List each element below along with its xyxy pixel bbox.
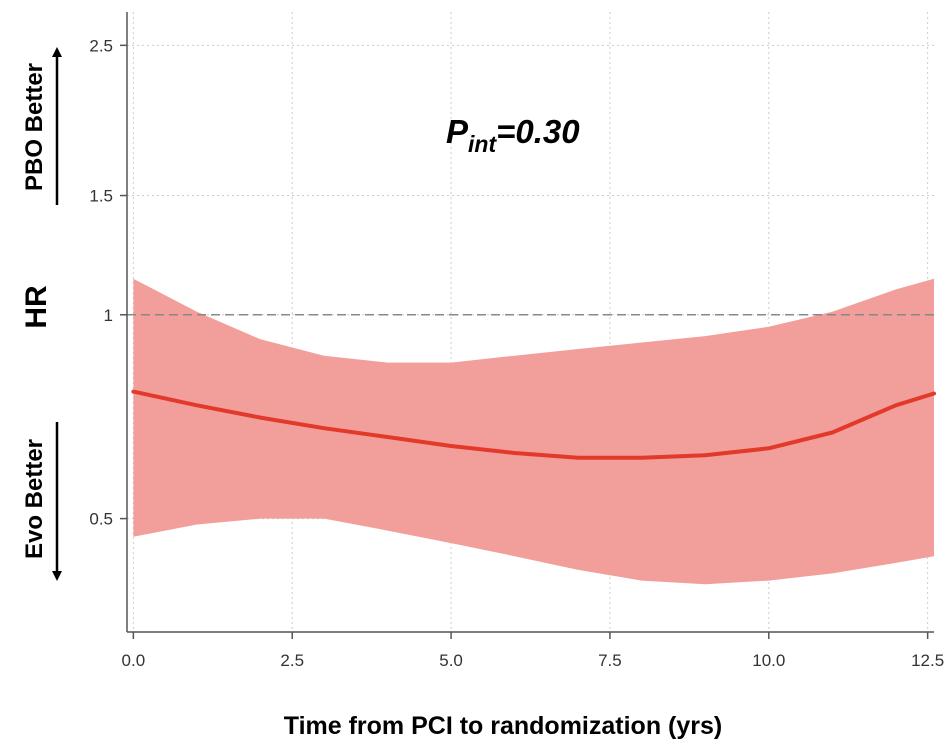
x-tick-label-3: 7.5	[598, 651, 622, 670]
y-axis-title: HR	[20, 285, 53, 329]
y-tick-label-1: 1	[104, 306, 113, 325]
axes	[126, 12, 934, 633]
hr-curve	[131, 389, 936, 460]
p-interaction-annotation: Pint=0.30	[446, 113, 580, 157]
x-tick-label-4: 10.0	[752, 651, 785, 670]
x-tick-label-5: 12.5	[911, 651, 944, 670]
p-symbol: P	[446, 113, 469, 150]
y-tick-label-3: 2.5	[89, 36, 113, 55]
p-subscript: int	[468, 131, 497, 157]
pbo-better-label: PBO Better	[21, 47, 62, 205]
pbo-better-text: PBO Better	[21, 63, 48, 191]
hr-curve-layer	[131, 389, 936, 460]
y-ticks: 0.5 1 1.5 2.5	[89, 36, 127, 529]
y-tick-label-0: 0.5	[89, 510, 113, 529]
x-ticks: 0.0 2.5 5.0 7.5 10.0 12.5	[122, 632, 944, 670]
confidence-band	[133, 278, 934, 585]
x-tick-label-2: 5.0	[439, 651, 463, 670]
confidence-band-layer	[133, 278, 934, 585]
evo-better-label: Evo Better	[21, 422, 62, 581]
p-value: =0.30	[496, 113, 580, 150]
x-tick-label-1: 2.5	[280, 651, 304, 670]
y-tick-label-2: 1.5	[89, 187, 113, 206]
x-tick-label-0: 0.0	[122, 651, 146, 670]
x-axis-title: Time from PCI to randomization (yrs)	[284, 712, 722, 740]
evo-better-text: Evo Better	[21, 439, 48, 559]
